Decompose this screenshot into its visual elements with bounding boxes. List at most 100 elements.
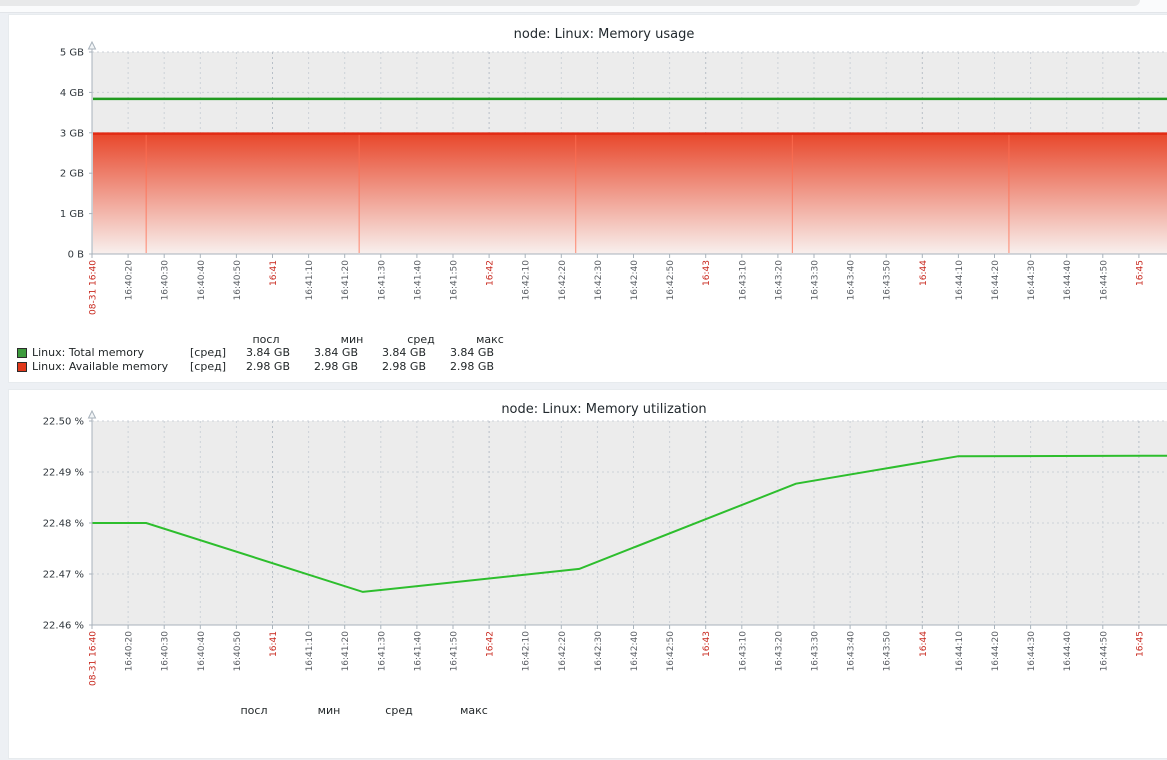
y-tick-label: 22.47 %: [43, 570, 84, 581]
x-tick-label: 16:42:40: [630, 631, 640, 672]
x-tick-label: 16:43:10: [738, 631, 748, 672]
x-tick-label: 16:41:30: [377, 260, 387, 301]
x-tick-label: 16:43: [702, 260, 712, 286]
top-scrollbar-track[interactable]: [0, 0, 1140, 6]
legend-value: 3.84 GB: [381, 346, 426, 359]
y-tick-label: 1 GB: [60, 209, 84, 220]
legend-value: 2.98 GB: [245, 360, 290, 373]
x-tick-label: 16:40:30: [161, 631, 171, 672]
legend-value: 2.98 GB: [381, 360, 426, 373]
x-tick-label: 16:40:50: [233, 260, 243, 301]
x-tick-label: 16:44:10: [955, 260, 965, 301]
x-tick-label: 16:44:50: [1099, 631, 1109, 672]
x-tick-label: 16:43:40: [847, 260, 857, 301]
legend-header-0: посл: [252, 333, 280, 346]
x-tick-label: 16:44:20: [991, 631, 1001, 672]
x-tick-label: 16:40:30: [161, 260, 171, 301]
memory-utilization-legend: посл мин сред макс: [9, 390, 1167, 758]
x-tick-label: 16:45: [1135, 631, 1145, 657]
x-tick-label: 16:44:20: [991, 260, 1001, 301]
memory-utilization-graph-panel: node: Linux: Memory utilization 22.50 % 2…: [8, 389, 1167, 759]
y-tick-label: 22.50 %: [43, 417, 84, 428]
y-tick-label: 3 GB: [60, 128, 84, 139]
x-tick-label: 16:41: [269, 260, 279, 286]
y-axis-arrow: [87, 409, 97, 419]
x-tick-label: 16:41:30: [377, 631, 387, 672]
x-tick-label: 16:42:30: [594, 260, 604, 301]
x-tick-label: 16:43:30: [811, 631, 821, 672]
browser-edge-strip: [0, 0, 1167, 13]
x-tick-label: 16:42:20: [558, 260, 568, 301]
x-tick-label: 16:41:50: [450, 631, 460, 672]
legend-header-3: макс: [476, 333, 504, 346]
legend-item-label: Linux: Total memory: [32, 346, 144, 359]
y-axis-arrow: [87, 40, 97, 50]
x-tick-label: 16:44: [919, 631, 929, 657]
x-tick-label: 16:40:40: [197, 260, 207, 301]
legend-header-1: мин: [340, 333, 364, 346]
x-tick-label: 16:41: [269, 631, 279, 657]
x-tick-label: 16:42:10: [522, 260, 532, 301]
x-tick-label: 16:41:20: [341, 631, 351, 672]
x-tick-label: 16:40:20: [125, 631, 135, 672]
x-tick-label: 16:42:10: [522, 631, 532, 672]
x-tick-label: 16:43:50: [883, 631, 893, 672]
x-tick-label: 16:44: [919, 260, 929, 286]
x-tick-label: 16:44:30: [1027, 631, 1037, 672]
x-tick-label: 16:40:50: [233, 631, 243, 672]
legend-value: 3.84 GB: [245, 346, 290, 359]
memory-usage-graph-panel: node: Linux: Memory usage 5 GB 4 GB 3 GB 2 …: [8, 14, 1167, 383]
x-tick-label: 16:44:30: [1027, 260, 1037, 301]
y-tick-label: 4 GB: [60, 88, 84, 99]
x-tick-label: 16:40:40: [197, 631, 207, 672]
x-tick-label: 16:44:40: [1063, 631, 1073, 672]
memory-utilization-line: [92, 454, 1167, 593]
x-tick-label: 16:42:40: [630, 260, 640, 301]
x-tick-label: 16:44:10: [955, 631, 965, 672]
memory-usage-legend: посл мин сред макс Linux: Total memory [сред]…: [9, 15, 1167, 382]
x-tick-label: 16:42: [486, 260, 496, 286]
y-tick-label: 22.48 %: [43, 519, 84, 530]
x-tick-label: 16:42: [486, 631, 496, 657]
x-tick-label: 16:41:20: [341, 260, 351, 301]
y-tick-label: 22.46 %: [43, 621, 84, 632]
x-tick-label: 16:42:30: [594, 631, 604, 672]
memory-utilization-chart[interactable]: 22.50 % 22.49 % 22.48 % 22.47 % 22.46 % 08-31…: [9, 390, 1167, 760]
y-tick-label: 0 B: [68, 250, 85, 261]
legend-header-2: сред: [407, 333, 435, 346]
x-tick-label: 16:42:50: [666, 631, 676, 672]
x-tick-label: 08-31 16:40: [89, 631, 99, 686]
legend-aggregation: [сред]: [190, 346, 226, 359]
memory-usage-chart-title: node: Linux: Memory usage: [513, 27, 695, 42]
x-tick-label: 16:42:50: [666, 260, 676, 301]
legend-value: 2.98 GB: [313, 360, 358, 373]
x-tick-label: 16:41:50: [450, 260, 460, 301]
memory-usage-chart[interactable]: 5 GB 4 GB 3 GB 2 GB 1 GB 0 B 08-31 16:40 16:40:…: [9, 15, 1167, 384]
x-tick-label: 16:43:10: [738, 260, 748, 301]
legend-swatch: [17, 348, 27, 358]
x-tick-label: 16:43:30: [811, 260, 821, 301]
x-tick-label: 16:43: [702, 631, 712, 657]
chrome-divider: [0, 12, 1167, 13]
x-tick-label: 16:43:40: [847, 631, 857, 672]
x-tick-label: 16:42:20: [558, 631, 568, 672]
legend-value: 2.98 GB: [449, 360, 494, 373]
legend-swatch: [17, 362, 27, 372]
x-tick-label: 16:40:20: [125, 260, 135, 301]
legend-item-label: Linux: Available memory: [32, 360, 169, 373]
x-tick-label: 16:41:10: [305, 631, 315, 672]
x-tick-label: 16:43:20: [774, 631, 784, 672]
x-tick-label: 16:43:50: [883, 260, 893, 301]
x-tick-label: 08-31 16:40: [89, 260, 99, 315]
memory-utilization-chart-title: node: Linux: Memory utilization: [501, 402, 707, 417]
legend-value: 3.84 GB: [449, 346, 494, 359]
y-tick-label: 5 GB: [60, 48, 84, 59]
y-tick-label: 22.49 %: [43, 468, 84, 479]
legend-value: 3.84 GB: [313, 346, 358, 359]
x-tick-label: 16:41:10: [305, 260, 315, 301]
available-memory-area: [93, 133, 1167, 254]
x-tick-label: 16:44:40: [1063, 260, 1073, 301]
x-tick-label: 16:43:20: [774, 260, 784, 301]
x-tick-label: 16:45: [1135, 260, 1145, 286]
x-tick-label: 16:41:40: [413, 260, 423, 301]
